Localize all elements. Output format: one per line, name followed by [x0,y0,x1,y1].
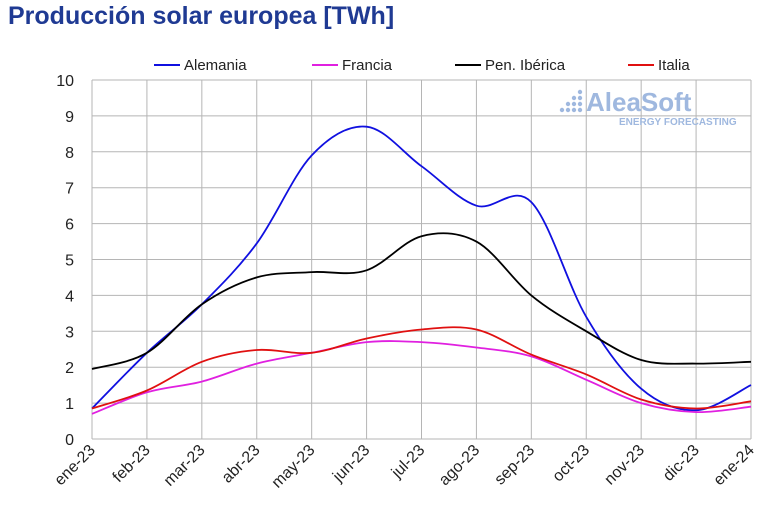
y-tick-label: 8 [65,145,74,162]
legend-label: Italia [658,57,690,74]
series-line-pen-ib-rica [91,232,752,370]
y-tick-label: 5 [65,253,74,270]
y-tick-label: 1 [65,396,74,413]
x-tick-label: sep-23 [492,442,539,489]
logo-name: AleaSoft [586,87,692,117]
x-tick-label: oct-23 [550,442,594,486]
x-tick-label: ago-23 [436,442,483,489]
y-tick-label: 3 [65,324,74,341]
legend-label: Alemania [184,57,247,74]
y-tick-label: 10 [56,73,74,90]
x-tick-label: feb-23 [110,442,154,486]
x-tick-label: dic-23 [660,442,703,485]
x-tick-label: jun-23 [329,442,373,486]
legend-label: Francia [342,57,393,74]
x-tick-label: mar-23 [161,442,209,490]
y-tick-label: 2 [65,360,74,377]
series-line-francia [91,340,752,415]
series-lines [91,125,752,415]
x-tick-label: ene-23 [52,442,99,489]
x-tick-label: abr-23 [219,442,264,487]
y-tick-label: 9 [65,109,74,126]
y-tick-label: 4 [65,288,74,305]
y-tick-label: 6 [65,217,74,234]
y-tick-label: 0 [65,432,74,449]
chart-title: Producción solar europea [TWh] [8,2,395,30]
legend: Alemania Francia Pen. Ibérica Italia [154,57,690,74]
y-tick-label: 7 [65,181,74,198]
x-tick-label: nov-23 [601,442,648,489]
series-line-italia [91,326,752,410]
legend-label: Pen. Ibérica [485,57,566,74]
x-axis-ticks: ene-23 feb-23 mar-23 abr-23 may-23 jun-23 jul-… [52,442,758,492]
x-tick-label: jul-23 [388,442,428,482]
x-tick-label: ene-24 [711,442,758,489]
logo-tagline: ENERGY FORECASTING [619,117,737,128]
aleasoft-logo: AleaSoft ENERGY FORECASTING [559,87,737,128]
x-tick-label: may-23 [269,442,319,492]
logo-dots-icon [559,89,583,113]
y-axis-ticks: 0 1 2 3 4 5 6 7 8 9 10 [56,73,74,449]
grid [91,79,752,440]
